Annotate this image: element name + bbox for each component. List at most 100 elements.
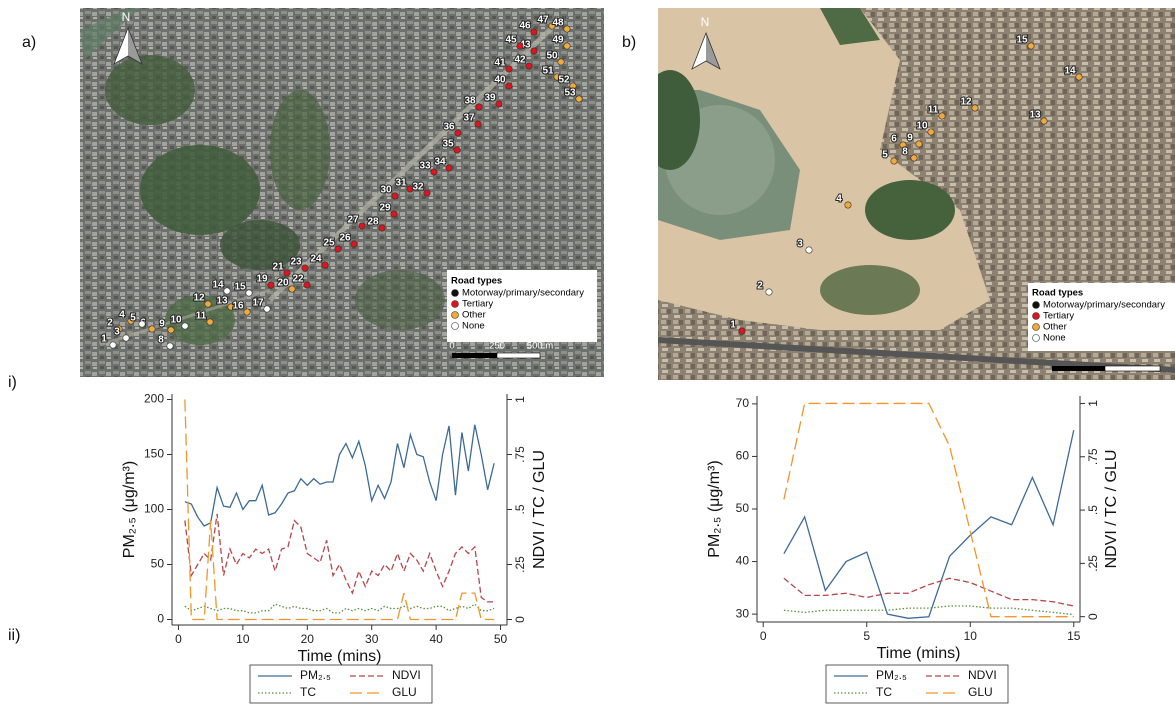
point-label: 45: [505, 35, 517, 46]
y2-axis-label: NDVI / TC / GLU: [1103, 450, 1120, 569]
point-label: 48: [552, 18, 564, 29]
road-point: [910, 154, 918, 162]
road-point: [765, 288, 773, 296]
north-arrow: [691, 31, 721, 70]
point-label: 22: [292, 274, 304, 285]
y2-tick-label: .5: [1086, 505, 1100, 515]
y-tick-label: 50: [151, 557, 165, 571]
point-label: 37: [463, 113, 475, 124]
legend-swatch: [451, 311, 459, 319]
road-point: [1040, 117, 1048, 125]
road-point: [495, 100, 503, 108]
road-point: [288, 285, 296, 293]
legend-box: [249, 664, 433, 704]
point-label: 5: [882, 150, 888, 161]
legend-title: Road types: [451, 276, 502, 287]
point-label: 38: [464, 96, 476, 107]
y-axis-label: PM₂.₅ (μg/m³): [121, 461, 138, 558]
north-arrow: [113, 26, 143, 65]
point-label: 10: [916, 121, 928, 132]
point-label: 5: [130, 313, 136, 324]
road-point: [971, 104, 979, 112]
y-tick-label: 50: [736, 501, 750, 515]
scale-bar: [496, 352, 541, 359]
point-label: 12: [193, 293, 205, 304]
legend-label: Other: [462, 310, 486, 321]
point-label: 21: [272, 262, 284, 273]
point-label: 12: [960, 97, 972, 108]
point-label: 41: [494, 58, 506, 69]
road-point: [206, 318, 214, 326]
road-point: [557, 58, 565, 66]
point-label: 50: [546, 51, 558, 62]
road-point: [563, 25, 571, 33]
point-label: 1: [101, 334, 107, 345]
legend-label: Other: [1043, 322, 1067, 333]
y2-tick-label: 1: [513, 396, 527, 403]
north-label: N: [122, 10, 131, 24]
y-axis-label: PM₂.₅ (μg/m³): [706, 460, 723, 557]
point-label: 27: [347, 215, 359, 226]
point-label: 4: [119, 310, 125, 321]
road-point: [204, 300, 212, 308]
x-tick-label: 30: [365, 632, 379, 646]
road-point: [406, 185, 414, 193]
point-label: 35: [442, 139, 454, 150]
road-point: [127, 317, 135, 325]
point-label: 15: [234, 282, 246, 293]
y2-tick-label: .25: [513, 556, 527, 573]
point-label: 2: [107, 318, 113, 329]
point-label: 13: [216, 296, 228, 307]
road-point: [553, 73, 561, 81]
road-point: [358, 222, 366, 230]
point-label: 53: [564, 88, 576, 99]
point-label: 51: [542, 66, 554, 77]
road-point: [263, 305, 271, 313]
y-tick-label: 60: [736, 449, 750, 463]
north-label: N: [701, 15, 710, 29]
scale-label: 500 m: [527, 341, 553, 352]
point-label: 49: [552, 35, 564, 46]
y2-tick-label: .75: [513, 446, 527, 463]
legend-swatch: [451, 289, 459, 297]
legend-label: Tertiary: [1043, 311, 1074, 322]
road-point: [301, 264, 309, 272]
road-point: [563, 42, 571, 50]
x-axis-label: Time (mins): [877, 645, 961, 662]
point-label: 13: [1029, 110, 1041, 121]
legend-swatch: [1032, 312, 1040, 320]
road-point: [516, 42, 524, 50]
y2-tick-label: .5: [513, 504, 527, 514]
legend-label: NDVI: [392, 668, 421, 682]
road-point: [267, 281, 275, 289]
point-label: 10: [170, 315, 182, 326]
y2-tick-label: .25: [1086, 555, 1100, 572]
scale-bar: [1104, 365, 1161, 372]
road-point: [938, 112, 946, 120]
series-line: [783, 402, 1074, 618]
y-tick-label: 200: [144, 392, 164, 406]
road-point: [283, 269, 291, 277]
legend-label: PM₂.₅: [876, 668, 907, 682]
road-point: [303, 281, 311, 289]
point-label: 52: [558, 75, 570, 86]
legend-label: TC: [876, 685, 892, 699]
map-legend-box: [447, 270, 597, 342]
scale-bar: [452, 353, 497, 358]
road-point: [390, 210, 398, 218]
map-legend-box: [1028, 283, 1175, 351]
legend-swatch: [1032, 323, 1040, 331]
road-point: [927, 128, 935, 136]
road-point: [167, 326, 175, 334]
point-label: 33: [419, 161, 431, 172]
road-point: [109, 341, 117, 349]
road-point: [548, 22, 556, 30]
point-label: 36: [443, 122, 455, 133]
panel-label: a): [22, 34, 36, 51]
panel-label: i): [8, 374, 17, 391]
point-label: 28: [367, 217, 379, 228]
road-point: [223, 287, 231, 295]
legend-label: PM₂.₅: [300, 668, 331, 682]
y2-tick-label: 0: [1086, 613, 1100, 620]
point-label: 31: [395, 178, 407, 189]
